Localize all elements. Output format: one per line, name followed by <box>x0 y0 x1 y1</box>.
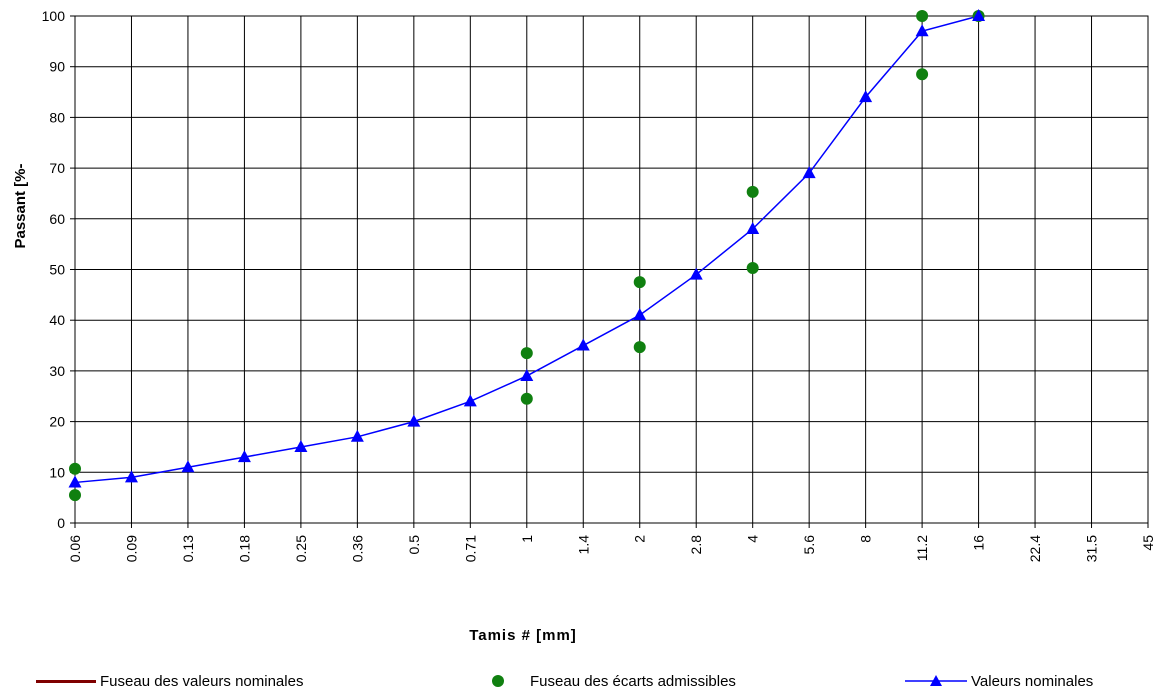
legend-item-nominal-values: Valeurs nominales <box>905 671 1093 691</box>
x-tick-label: 8 <box>858 535 874 543</box>
x-tick-label: 0.71 <box>462 535 478 562</box>
triangle-marker <box>746 221 760 234</box>
legend: Fuseau des valeurs nominales Fuseau des … <box>0 671 1157 691</box>
circle-marker <box>69 462 81 475</box>
x-tick-label: 0.5 <box>406 535 422 555</box>
triangle-marker <box>520 368 534 381</box>
series-markers <box>68 9 986 502</box>
y-tick-label: 100 <box>42 8 66 24</box>
x-tick-label: 2 <box>632 535 648 543</box>
plot-frame <box>74 15 1149 524</box>
legend-line-symbol <box>36 674 96 688</box>
y-tick-label: 60 <box>49 211 65 227</box>
triangle-marker <box>802 166 816 179</box>
y-tick-label: 20 <box>49 414 65 430</box>
circle-marker <box>916 10 929 22</box>
triangle-marker <box>915 24 929 37</box>
y-tick-label: 80 <box>49 109 65 125</box>
x-tick-label: 11.2 <box>914 535 930 561</box>
y-tick-label: 40 <box>49 312 65 328</box>
circle-marker <box>916 68 929 81</box>
x-tick-label: 22.4 <box>1027 535 1043 562</box>
x-tick-label: 45 <box>1140 535 1156 551</box>
circle-marker <box>633 276 646 289</box>
x-tick-label: 16 <box>971 535 987 551</box>
x-tick-label: 31.5 <box>1084 535 1100 562</box>
triangle-marker <box>350 429 364 442</box>
triangle-marker <box>576 338 590 351</box>
x-axis-title: Tamis # [mm] <box>469 627 577 644</box>
x-tick-label: 1 <box>519 535 535 543</box>
x-tick-label: 0.25 <box>293 535 309 562</box>
legend-label: Fuseau des valeurs nominales <box>100 672 304 690</box>
x-tick-label: 0.18 <box>236 535 252 562</box>
legend-dot <box>492 675 504 687</box>
x-tick-label: 4 <box>745 535 761 543</box>
circle-marker <box>746 261 759 274</box>
triangle-marker <box>859 90 873 103</box>
x-tick-label: 0.09 <box>123 535 139 562</box>
x-axis-ticks: 0.06 0.09 0.13 0.18 0.25 0.36 0.5 0.71 1 1.4 2 2.8 4… <box>67 535 1156 562</box>
legend-line <box>36 680 96 683</box>
triangle-marker <box>68 475 82 488</box>
triangle-marker <box>689 267 703 280</box>
triangle-marker <box>124 470 138 483</box>
legend-label: Fuseau des écarts admissibles <box>530 672 736 690</box>
y-tick-label: 10 <box>49 464 65 480</box>
triangle-marker <box>407 414 421 427</box>
legend-item-tolerance-band: Fuseau des écarts admissibles <box>488 671 736 691</box>
circle-marker <box>520 392 533 405</box>
triangle-marker <box>294 439 308 452</box>
triangle-marker <box>463 394 477 407</box>
triangle-marker <box>972 9 986 21</box>
x-tick-label: 0.36 <box>349 535 365 562</box>
legend-dot-symbol <box>488 674 512 688</box>
y-axis-title: Passant [%- <box>12 163 29 248</box>
y-tick-label: 50 <box>49 262 65 278</box>
x-tick-label: 0.06 <box>67 535 83 562</box>
triangle-marker <box>633 308 647 321</box>
y-axis-ticks: 0 10 20 30 40 50 60 70 80 90 100 <box>42 8 66 531</box>
y-tick-label: 70 <box>49 160 65 176</box>
y-tick-label: 90 <box>49 59 65 75</box>
x-tick-label: 5.6 <box>801 535 817 555</box>
y-tick-label: 0 <box>57 515 65 531</box>
triangle-marker <box>237 450 251 463</box>
circle-marker <box>633 341 646 354</box>
triangle-marker <box>181 460 195 473</box>
legend-triangle-symbol <box>905 675 967 686</box>
y-tick-label: 30 <box>49 363 65 379</box>
x-tick-label: 2.8 <box>688 535 704 555</box>
legend-item-nominal-band: Fuseau des valeurs nominales <box>36 671 303 691</box>
circle-marker <box>520 347 533 360</box>
circle-marker <box>746 185 759 198</box>
grid <box>70 15 1149 528</box>
legend-label: Valeurs nominales <box>971 672 1094 690</box>
x-tick-label: 1.4 <box>575 535 591 555</box>
x-tick-label: 0.13 <box>180 535 196 562</box>
circle-marker <box>69 489 81 502</box>
